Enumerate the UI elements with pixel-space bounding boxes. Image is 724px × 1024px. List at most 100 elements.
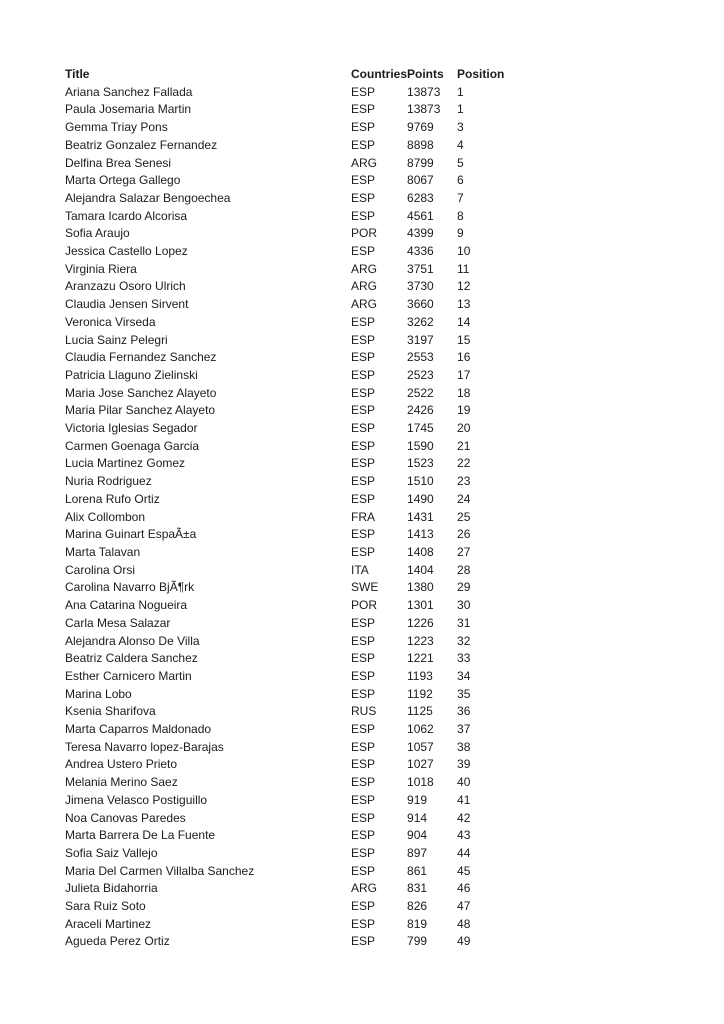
player-position: 26 (457, 527, 471, 542)
table-row: Jimena Velasco Postiguillo ESP 919 41 (65, 792, 517, 810)
player-country: ESP (351, 190, 376, 205)
player-points: 4561 (407, 208, 434, 223)
player-position: 20 (457, 421, 471, 436)
player-country: ESP (351, 775, 376, 790)
table-row: Sofia Araujo POR 4399 9 (65, 225, 517, 243)
player-name: Marina Guinart EspaÃ±a (65, 527, 197, 542)
player-name: Aranzazu Osoro Ulrich (65, 279, 186, 294)
player-position: 34 (457, 668, 471, 683)
player-points: 2523 (407, 367, 434, 382)
player-position: 38 (457, 739, 471, 754)
table-row: Veronica Virseda ESP 3262 14 (65, 314, 517, 332)
player-points: 1018 (407, 775, 434, 790)
player-country: ESP (351, 421, 376, 436)
player-country: ARG (351, 261, 378, 276)
table-row: Virginia Riera ARG 3751 11 (65, 261, 517, 279)
table-row: Maria Pilar Sanchez Alayeto ESP 2426 19 (65, 402, 517, 420)
table-row: Maria Del Carmen Villalba Sanchez ESP 86… (65, 863, 517, 881)
player-position: 45 (457, 863, 471, 878)
player-country: ESP (351, 367, 376, 382)
player-name: Julieta Bidahorria (65, 881, 158, 896)
player-position: 33 (457, 651, 471, 666)
player-country: ESP (351, 739, 376, 754)
player-points: 4336 (407, 244, 434, 259)
table-row: Aranzazu Osoro Ulrich ARG 3730 12 (65, 278, 517, 296)
table-row: Delfina Brea Senesi ARG 8799 5 (65, 155, 517, 173)
table-row: Esther Carnicero Martin ESP 1193 34 (65, 668, 517, 686)
player-position: 10 (457, 244, 471, 259)
player-country: ESP (351, 828, 376, 843)
player-name: Marta Barrera De La Fuente (65, 828, 216, 843)
table-row: Carolina Navarro BjÃ¶rk SWE 1380 29 (65, 579, 517, 597)
table-row: Gemma Triay Pons ESP 9769 3 (65, 119, 517, 137)
player-name: Marta Ortega Gallego (65, 173, 181, 188)
player-name: Esther Carnicero Martin (65, 668, 192, 683)
table-row: Marina Guinart EspaÃ±a ESP 1413 26 (65, 526, 517, 544)
player-name: Carla Mesa Salazar (65, 615, 171, 630)
player-name: Veronica Virseda (65, 314, 156, 329)
player-country: ESP (351, 633, 376, 648)
player-name: Jessica Castello Lopez (65, 244, 188, 259)
player-points: 6283 (407, 190, 434, 205)
table-row: Noa Canovas Paredes ESP 914 42 (65, 810, 517, 828)
player-name: Maria Jose Sanchez Alayeto (65, 385, 217, 400)
player-name: Carolina Orsi (65, 562, 136, 577)
player-country: ESP (351, 722, 376, 737)
player-position: 25 (457, 509, 471, 524)
player-position: 42 (457, 810, 471, 825)
player-position: 46 (457, 881, 471, 896)
table-row: Claudia Jensen Sirvent ARG 3660 13 (65, 296, 517, 314)
player-position: 27 (457, 544, 471, 559)
table-row: Carolina Orsi ITA 1404 28 (65, 562, 517, 580)
table-header-row: Title Countries Points Position (65, 66, 517, 84)
player-name: Nuria Rodriguez (65, 474, 152, 489)
player-country: ESP (351, 120, 376, 135)
player-name: Gemma Triay Pons (65, 120, 168, 135)
player-points: 8898 (407, 137, 434, 152)
player-position: 49 (457, 934, 471, 949)
player-points: 1380 (407, 580, 434, 595)
table-row: Alix Collombon FRA 1431 25 (65, 509, 517, 527)
player-points: 826 (407, 899, 428, 914)
player-points: 914 (407, 810, 428, 825)
player-points: 1408 (407, 544, 434, 559)
player-position: 9 (457, 226, 464, 241)
player-points: 1745 (407, 421, 434, 436)
player-name: Araceli Martinez (65, 916, 152, 931)
player-country: ESP (351, 314, 376, 329)
player-position: 44 (457, 845, 471, 860)
player-points: 1301 (407, 598, 434, 613)
table-row: Victoria Iglesias Segador ESP 1745 20 (65, 420, 517, 438)
player-position: 18 (457, 385, 471, 400)
ranking-table: Title Countries Points Position Ariana S… (65, 66, 517, 951)
player-position: 31 (457, 615, 471, 630)
player-country: ARG (351, 297, 378, 312)
player-country: ESP (351, 403, 376, 418)
player-position: 23 (457, 474, 471, 489)
player-position: 8 (457, 208, 464, 223)
player-position: 15 (457, 332, 471, 347)
column-header-title: Title (65, 67, 90, 81)
player-points: 1404 (407, 562, 434, 577)
player-points: 2426 (407, 403, 434, 418)
player-country: FRA (351, 509, 375, 524)
player-name: Patricia Llaguno Zielinski (65, 367, 198, 382)
table-row: Maria Jose Sanchez Alayeto ESP 2522 18 (65, 385, 517, 403)
player-country: ESP (351, 792, 376, 807)
player-points: 861 (407, 863, 428, 878)
player-country: ESP (351, 350, 376, 365)
table-row: Nuria Rodriguez ESP 1510 23 (65, 473, 517, 491)
player-country: ESP (351, 863, 376, 878)
player-points: 1193 (407, 668, 433, 683)
player-name: Lorena Rufo Ortiz (65, 491, 160, 506)
player-name: Lucia Martinez Gomez (65, 456, 186, 471)
player-position: 47 (457, 899, 471, 914)
player-name: Melania Merino Saez (65, 775, 178, 790)
player-name: Claudia Jensen Sirvent (65, 297, 189, 312)
player-points: 13873 (407, 102, 441, 117)
player-name: Alejandra Salazar Bengoechea (65, 190, 231, 205)
player-name: Claudia Fernandez Sanchez (65, 350, 217, 365)
player-country: POR (351, 598, 378, 613)
table-row: Marta Caparros Maldonado ESP 1062 37 (65, 721, 517, 739)
player-points: 1125 (407, 704, 433, 719)
